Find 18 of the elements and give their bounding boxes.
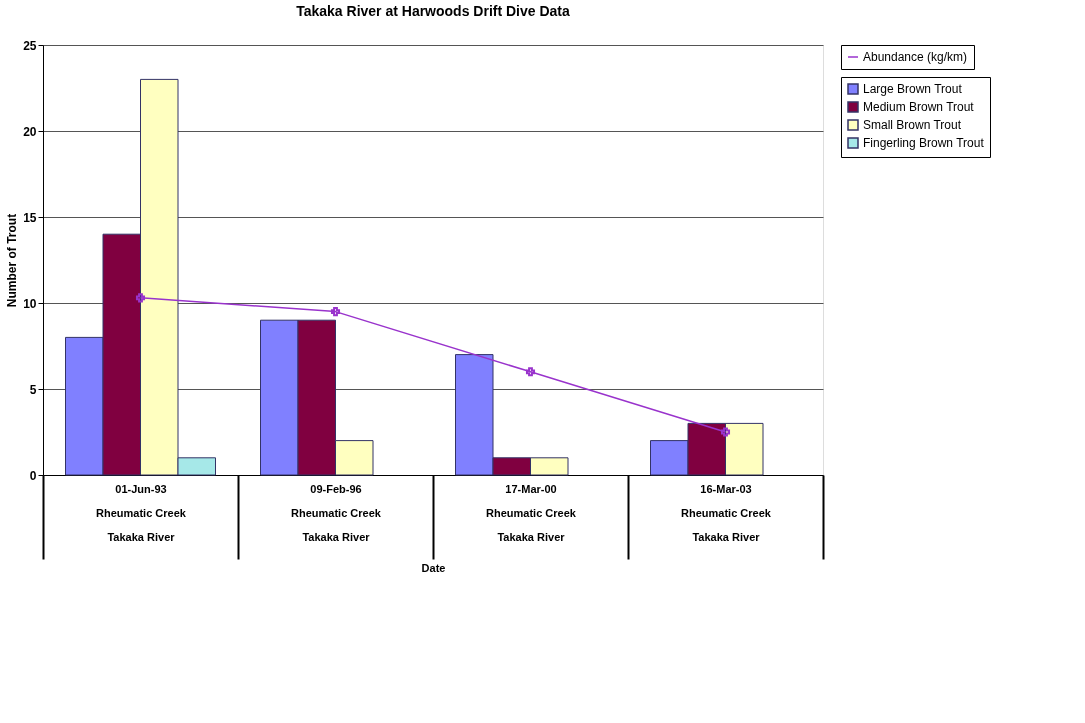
y-tick-label: 0 <box>29 468 37 483</box>
legend-label: Medium Brown Trout <box>863 100 975 114</box>
chart-title: Takaka River at Harwoods Drift Dive Data <box>296 3 571 19</box>
x-tick-label: 01-Jun-93 Rheumatic Creek Takaka River <box>96 482 187 543</box>
x-axis-title: Date <box>421 561 446 574</box>
y-tick-label: 15 <box>23 210 37 225</box>
x-tick-label: 09-Feb-96 Rheumatic Creek Takaka River <box>291 482 382 543</box>
legend-label: Fingerling Brown Trout <box>863 136 985 150</box>
legend-label: Large Brown Trout <box>863 82 963 96</box>
x-tick-label: 16-Mar-03 Rheumatic Creek Takaka River <box>681 482 772 543</box>
y-axis-title: Number of Trout <box>5 213 20 308</box>
y-tick-label: 20 <box>23 124 37 139</box>
y-tick-label: 10 <box>23 296 37 311</box>
x-tick-label: 17-Mar-00 Rheumatic Creek Takaka River <box>486 482 577 543</box>
legend-label: Small Brown Trout <box>863 118 962 132</box>
legend-label: Abundance (kg/km) <box>863 50 968 64</box>
y-tick-label: 25 <box>23 38 37 53</box>
y-tick-label: 5 <box>29 382 37 397</box>
